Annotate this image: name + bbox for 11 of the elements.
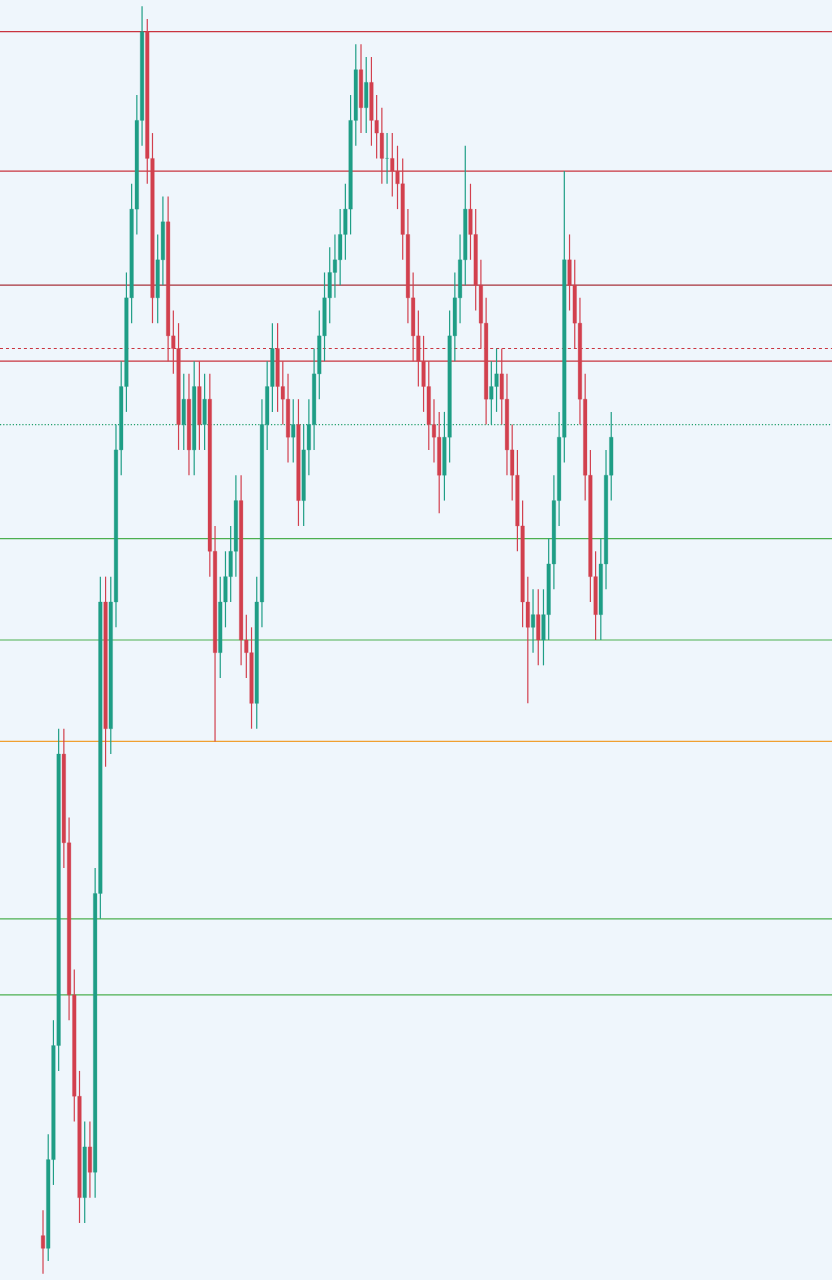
candlestick <box>181 373 186 451</box>
candlestick <box>364 56 369 134</box>
candlestick <box>192 360 197 476</box>
candlestick <box>82 1120 87 1224</box>
candlestick <box>291 398 296 464</box>
candlestick <box>536 588 541 666</box>
candlestick <box>385 132 390 185</box>
candlestick <box>103 576 108 768</box>
candlestick <box>197 360 202 451</box>
candlestick <box>296 398 301 527</box>
candlestick <box>202 373 207 451</box>
